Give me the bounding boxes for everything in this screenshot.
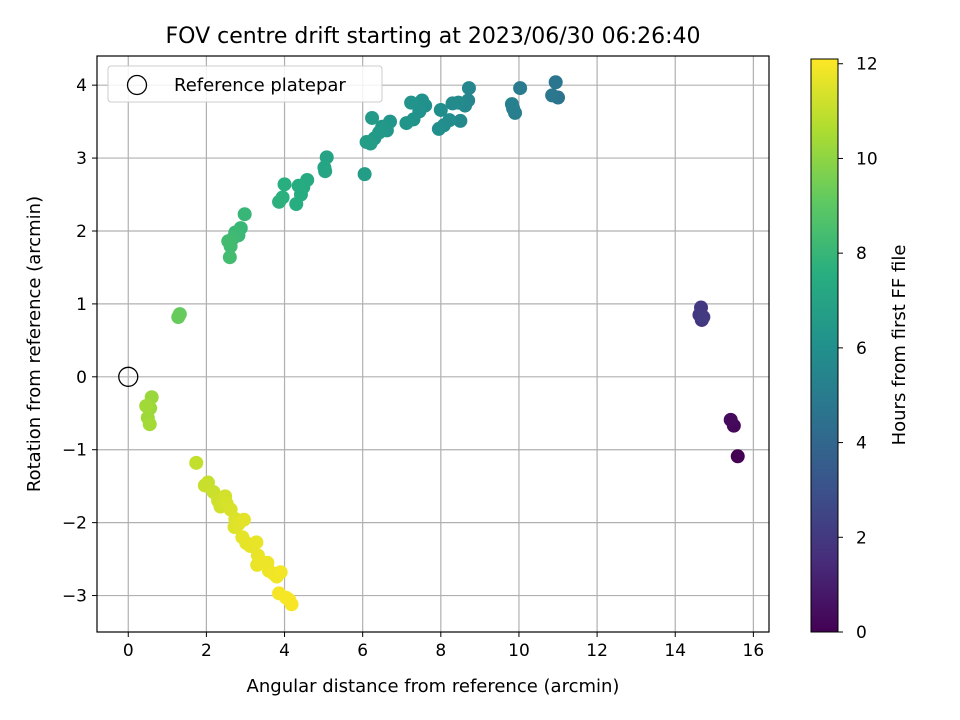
colorbar-tick-label: 2: [856, 528, 867, 548]
data-point: [291, 178, 306, 193]
y-tick-label: 2: [76, 222, 87, 242]
x-tick-label: 6: [357, 641, 368, 661]
y-tick-label: −1: [62, 441, 87, 461]
data-point: [277, 177, 292, 192]
data-point: [453, 113, 468, 128]
x-tick-label: 4: [279, 641, 290, 661]
data-point: [545, 88, 560, 103]
reference-marker: [118, 366, 139, 387]
colorbar-tick-label: 6: [856, 339, 867, 359]
y-tick-label: 3: [76, 149, 87, 169]
y-axis-label: Rotation from reference (arcmin): [24, 196, 45, 492]
y-tick-label: 1: [76, 295, 87, 315]
x-tick-label: 14: [664, 641, 686, 661]
data-point: [222, 250, 237, 265]
data-point: [171, 310, 186, 325]
data-point: [399, 116, 414, 131]
reference-platepar-marker: [118, 366, 139, 387]
data-point: [461, 81, 476, 96]
y-tick-label: 4: [76, 76, 87, 96]
grid: [97, 56, 769, 632]
data-point: [221, 234, 236, 249]
x-axis-ticks: 0 2 4 6 8 10 12 14 16: [123, 632, 764, 661]
plot-frame: [96, 55, 770, 633]
data-point: [284, 597, 299, 612]
data-point: [359, 135, 374, 150]
colorbar-tick-label: 12: [856, 55, 878, 75]
data-point: [504, 97, 519, 112]
colorbar-tick-label: 8: [856, 244, 867, 264]
data-point: [696, 310, 711, 325]
x-tick-label: 12: [586, 641, 608, 661]
data-point: [415, 93, 430, 108]
data-point: [723, 412, 738, 427]
colorbar-tick-label: 4: [856, 434, 867, 454]
x-tick-label: 10: [508, 641, 530, 661]
colorbar-ticks: 0 2 4 6 8 10 12: [838, 55, 878, 643]
scatter-points: [139, 75, 745, 612]
colorbar: 0 2 4 6 8 10 12 Hours from first FF file: [810, 55, 910, 643]
colorbar-tick-label: 10: [856, 149, 878, 169]
data-point: [142, 417, 157, 432]
colorbar-gradient: [810, 58, 839, 633]
legend: Reference platepar: [107, 65, 383, 103]
legend-label-reference-platepar: Reference platepar: [174, 75, 346, 96]
y-tick-label: 0: [76, 368, 87, 388]
x-tick-label: 16: [743, 641, 765, 661]
x-tick-label: 2: [201, 641, 212, 661]
data-point: [433, 102, 448, 117]
x-axis-label: Angular distance from reference (arcmin): [247, 676, 620, 697]
data-point: [357, 167, 372, 182]
data-point: [317, 160, 332, 175]
data-point: [445, 96, 460, 111]
y-tick-label: −2: [62, 514, 87, 534]
colorbar-label: Hours from first FF file: [889, 245, 910, 446]
colorbar-tick-label: 0: [856, 623, 867, 643]
data-point: [513, 81, 528, 96]
y-tick-label: −3: [62, 587, 87, 607]
legend-box: [107, 65, 383, 103]
data-point: [272, 194, 287, 209]
data-point: [431, 121, 446, 136]
data-point: [189, 455, 204, 470]
data-point: [365, 110, 380, 125]
data-point: [249, 535, 264, 550]
data-point: [273, 565, 288, 580]
data-point: [730, 449, 745, 464]
x-tick-label: 0: [123, 641, 134, 661]
x-tick-label: 8: [435, 641, 446, 661]
data-point: [404, 95, 419, 110]
data-point: [236, 512, 251, 527]
chart-title: FOV centre drift starting at 2023/06/30 …: [166, 24, 701, 49]
data-point: [289, 197, 304, 212]
y-axis-ticks: −3 −2 −1 0 1 2 3 4: [62, 76, 97, 607]
data-point: [139, 398, 154, 413]
data-point: [237, 207, 252, 222]
data-point: [548, 75, 563, 90]
legend-open-circle-marker: [126, 74, 148, 96]
